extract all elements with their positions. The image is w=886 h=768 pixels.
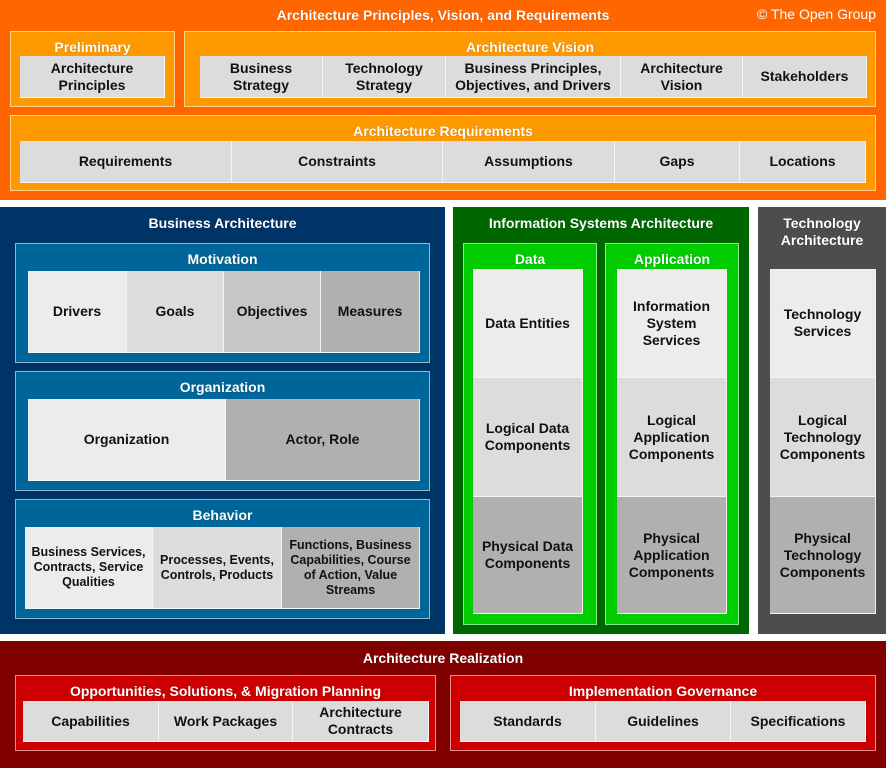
cell-business-strategy: Business Strategy [200, 56, 323, 98]
cell-work-packages: Work Packages [159, 701, 293, 742]
section-title: Architecture Principles, Vision, and Req… [276, 7, 610, 23]
cell-physical-technology: Physical Technology Components [770, 497, 876, 614]
realization-title: Architecture Realization [362, 650, 524, 666]
technology-architecture-section: Technology Architecture Technology Servi… [758, 207, 886, 634]
preliminary-box: Preliminary Architecture Principles [10, 31, 175, 107]
cell-constraints: Constraints [232, 141, 443, 183]
business-title: Business Architecture [148, 215, 297, 231]
information-systems-section: Information Systems Architecture Data Da… [453, 207, 749, 634]
requirements-box: Architecture Requirements Requirements C… [10, 115, 876, 191]
cell-guidelines: Guidelines [596, 701, 731, 742]
cell-organization: Organization [28, 399, 226, 481]
cell-goals: Goals [127, 271, 224, 353]
cell-logical-technology: Logical Technology Components [770, 378, 876, 497]
organization-box: Organization Organization Actor, Role [15, 371, 430, 491]
architecture-realization-section: Architecture Realization Opportunities, … [0, 641, 886, 768]
behavior-box: Behavior Business Services, Contracts, S… [15, 499, 430, 619]
cell-business-services: Business Services, Contracts, Service Qu… [25, 527, 153, 609]
business-architecture-section: Business Architecture Motivation Drivers… [0, 207, 445, 634]
cell-actor-role: Actor, Role [226, 399, 420, 481]
cell-processes: Processes, Events, Controls, Products [153, 527, 282, 609]
cell-functions: Functions, Business Capabilities, Course… [282, 527, 420, 609]
cell-data-entities: Data Entities [473, 269, 583, 378]
requirements-title: Architecture Requirements [353, 123, 533, 139]
cell-information-system-services: Information System Services [617, 269, 727, 378]
principles-vision-requirements-section: Architecture Principles, Vision, and Req… [0, 0, 886, 200]
copyright: © The Open Group [756, 6, 876, 22]
cell-business-principles: Business Principles, Objectives, and Dri… [446, 56, 621, 98]
vision-box: Architecture Vision Business Strategy Te… [184, 31, 876, 107]
cell-locations: Locations [740, 141, 866, 183]
technology-title: Technology Architecture [780, 215, 864, 248]
organization-title: Organization [179, 379, 266, 395]
data-title: Data [514, 251, 546, 267]
motivation-title: Motivation [187, 251, 258, 267]
governance-box: Implementation Governance Standards Guid… [450, 675, 876, 751]
opportunities-box: Opportunities, Solutions, & Migration Pl… [15, 675, 436, 751]
info-title: Information Systems Architecture [488, 215, 714, 231]
cell-logical-application: Logical Application Components [617, 378, 727, 497]
cell-physical-data: Physical Data Components [473, 497, 583, 614]
cell-physical-application: Physical Application Components [617, 497, 727, 614]
cell-requirements: Requirements [20, 141, 232, 183]
cell-gaps: Gaps [615, 141, 740, 183]
cell-measures: Measures [321, 271, 420, 353]
cell-drivers: Drivers [28, 271, 127, 353]
application-title: Application [633, 251, 711, 267]
cell-objectives: Objectives [224, 271, 321, 353]
motivation-box: Motivation Drivers Goals Objectives Meas… [15, 243, 430, 363]
cell-logical-data: Logical Data Components [473, 378, 583, 497]
cell-assumptions: Assumptions [443, 141, 615, 183]
cell-specifications: Specifications [731, 701, 866, 742]
governance-title: Implementation Governance [568, 683, 758, 699]
cell-capabilities: Capabilities [23, 701, 159, 742]
cell-stakeholders: Stakeholders [743, 56, 867, 98]
cell-architecture-principles: Architecture Principles [20, 56, 165, 98]
preliminary-title: Preliminary [54, 39, 131, 55]
cell-architecture-vision: Architecture Vision [621, 56, 743, 98]
cell-architecture-contracts: Architecture Contracts [293, 701, 429, 742]
cell-standards: Standards [460, 701, 596, 742]
behavior-title: Behavior [192, 507, 253, 523]
opportunities-title: Opportunities, Solutions, & Migration Pl… [69, 683, 382, 699]
vision-title: Architecture Vision [465, 39, 595, 55]
application-box: Application Information System Services … [605, 243, 739, 625]
cell-technology-strategy: Technology Strategy [323, 56, 446, 98]
cell-technology-services: Technology Services [770, 269, 876, 378]
data-box: Data Data Entities Logical Data Componen… [463, 243, 597, 625]
